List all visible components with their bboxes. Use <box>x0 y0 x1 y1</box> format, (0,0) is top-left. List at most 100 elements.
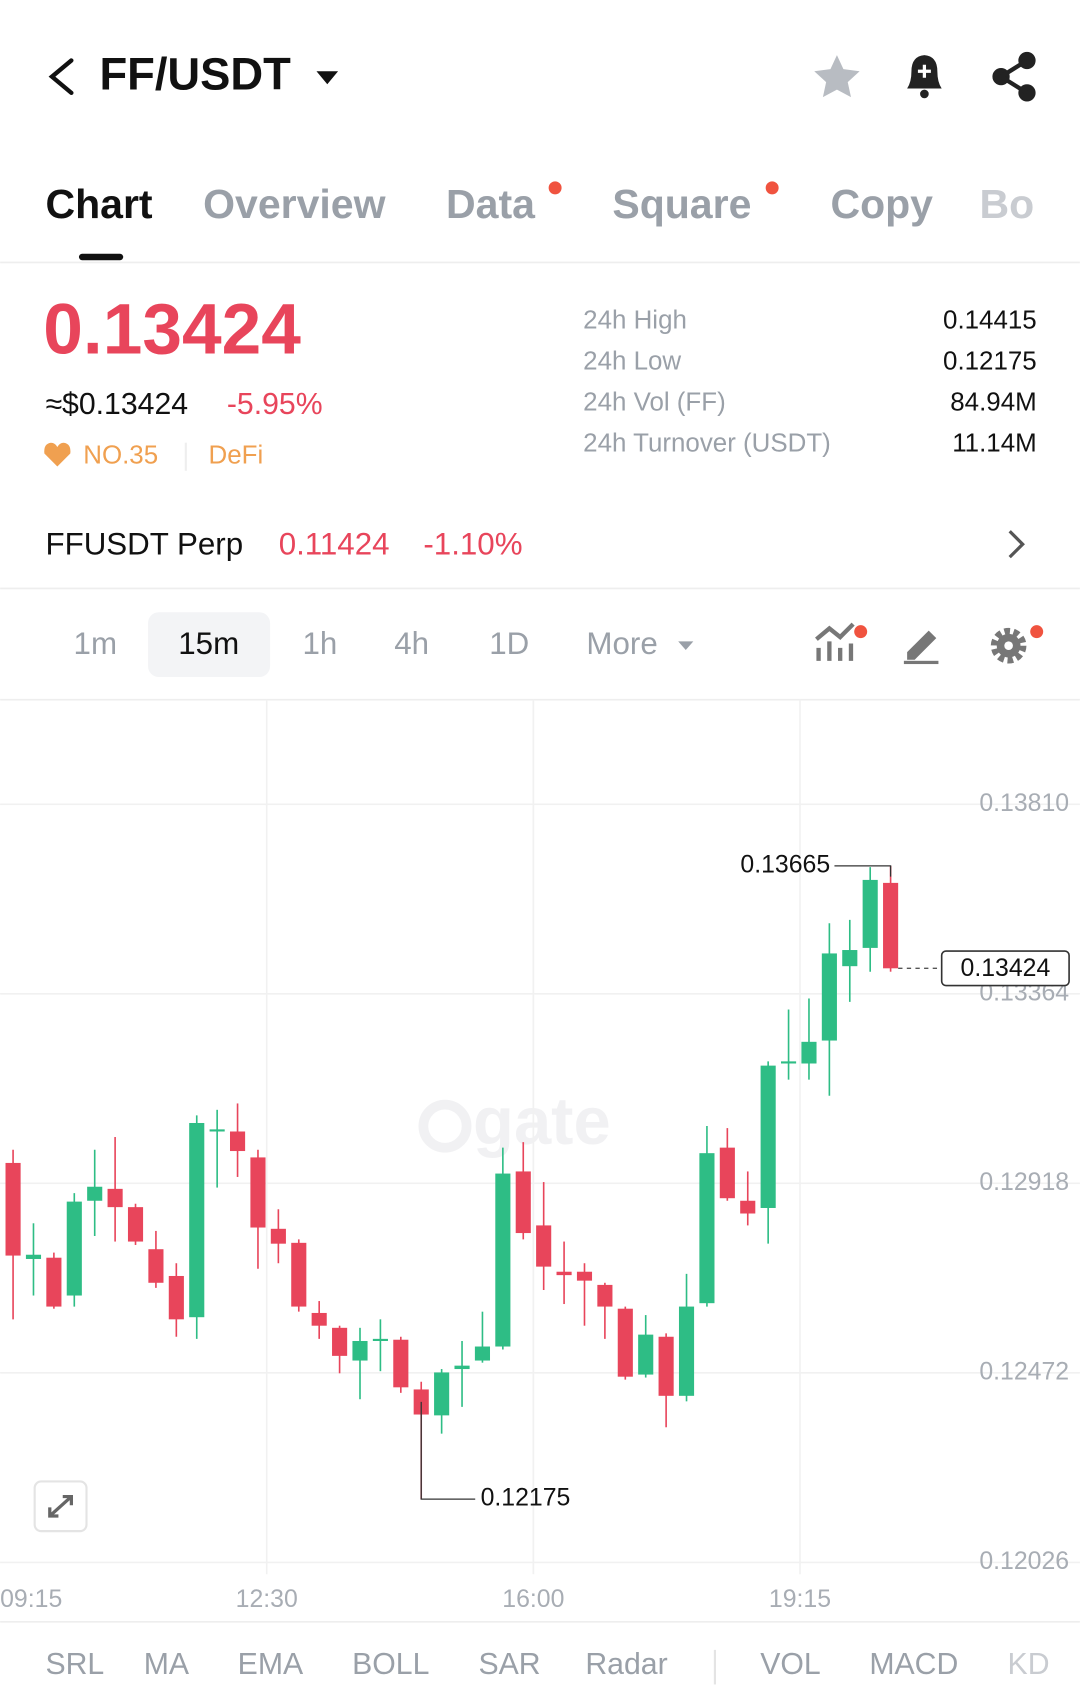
candle-body <box>781 1061 797 1064</box>
candle-body <box>821 953 837 1041</box>
indicator-icon[interactable] <box>815 622 855 661</box>
candlestick-chart: gate 09:15 12:30 16:00 19:15 0.12026 0.12472 0.… <box>0 699 1080 1613</box>
selected-interval-bg <box>148 612 271 678</box>
candle-body <box>842 950 858 967</box>
candle-body <box>678 1306 695 1396</box>
candle-body <box>209 1129 225 1132</box>
candle-body <box>107 1188 123 1208</box>
candle-body <box>332 1327 348 1356</box>
y-tick-label: 0.13810 <box>979 790 1069 817</box>
last-price: 0.13424 <box>43 290 301 370</box>
candle-body <box>311 1312 327 1326</box>
y-tick-label: 0.12918 <box>979 1169 1069 1196</box>
candle-body <box>393 1339 409 1388</box>
high-label: 0.13665 <box>740 851 830 878</box>
indicator-tab[interactable]: SRL <box>45 1648 104 1681</box>
alert-icon[interactable] <box>907 55 942 99</box>
watermark: gate <box>473 1084 611 1159</box>
sector[interactable]: DeFi <box>209 442 264 470</box>
indicator-tab[interactable]: SAR <box>478 1648 540 1681</box>
interval[interactable]: 4h <box>394 626 429 661</box>
candle-body <box>148 1249 164 1283</box>
indicator-tab[interactable]: EMA <box>238 1648 304 1681</box>
favorite-icon[interactable] <box>814 55 860 98</box>
low-label: 0.12175 <box>481 1485 571 1512</box>
candle-body <box>597 1284 613 1307</box>
candle-body <box>474 1346 491 1361</box>
candle-body <box>87 1186 103 1201</box>
rank-icon <box>44 442 71 467</box>
candle-body <box>352 1340 368 1361</box>
tab[interactable]: Chart <box>45 181 152 227</box>
interval[interactable]: 15m <box>178 626 239 661</box>
perp-change[interactable]: -1.10% <box>423 527 522 562</box>
share-icon[interactable] <box>992 51 1036 102</box>
candle-body <box>291 1242 307 1307</box>
candle-body <box>760 1065 776 1208</box>
tab[interactable]: Overview <box>203 181 386 227</box>
y-tick-label: 0.12472 <box>979 1358 1069 1385</box>
interval[interactable]: More <box>586 626 657 661</box>
indicator-tab[interactable]: MA <box>144 1648 190 1681</box>
candle-body <box>127 1207 144 1242</box>
interval[interactable]: 1D <box>489 626 529 661</box>
tab[interactable]: Square <box>612 181 751 227</box>
indicator-tab[interactable]: KD <box>1008 1648 1050 1681</box>
tab-underline <box>78 253 124 261</box>
candle-body <box>515 1171 531 1234</box>
stat-label: 24h Vol (FF) <box>583 389 726 417</box>
watermark-logo <box>418 1099 472 1153</box>
stat-label: 24h Low <box>583 348 681 376</box>
x-tick-label: 12:30 <box>236 1586 298 1613</box>
candle-body <box>66 1201 82 1296</box>
price-change: -5.95% <box>227 388 323 421</box>
interval[interactable]: 1h <box>302 626 337 661</box>
perp-price[interactable]: 0.11424 <box>279 527 390 562</box>
tab[interactable]: Data <box>446 181 536 227</box>
expand-button[interactable] <box>33 1480 88 1533</box>
indicator-tab[interactable]: MACD <box>869 1648 958 1681</box>
candle-body <box>719 1147 735 1199</box>
tab[interactable]: Copy <box>830 181 933 227</box>
candle-body <box>189 1122 205 1318</box>
back-button[interactable] <box>48 58 74 96</box>
notification-dot <box>1030 625 1044 639</box>
pair-caret[interactable] <box>316 71 339 85</box>
y-tick-label: 0.12026 <box>979 1548 1069 1575</box>
perp-name[interactable]: FFUSDT Perp <box>45 527 243 562</box>
tab[interactable]: Bo <box>979 181 1034 227</box>
indicator-tab[interactable]: VOL <box>760 1648 820 1681</box>
candle-body <box>46 1257 62 1307</box>
more-caret[interactable] <box>678 641 694 651</box>
indicator-tab[interactable]: BOLL <box>352 1648 429 1681</box>
candle-body <box>638 1334 654 1375</box>
candle-body <box>801 1041 817 1064</box>
candle-body <box>270 1228 286 1244</box>
settings-icon[interactable] <box>990 627 1027 664</box>
usd-price: ≈$0.13424 <box>45 388 188 421</box>
stat-label: 24h Turnover (USDT) <box>583 430 831 458</box>
candle-body <box>454 1365 470 1370</box>
notification-dot <box>854 625 868 639</box>
x-tick-label: 16:00 <box>502 1586 564 1613</box>
draw-icon[interactable] <box>903 630 939 665</box>
candle-body <box>250 1157 266 1228</box>
candle-body <box>617 1308 633 1377</box>
interval[interactable]: 1m <box>74 626 117 661</box>
candle-body <box>556 1271 572 1276</box>
high-pointer <box>834 865 892 877</box>
last-price-box <box>940 950 1070 987</box>
indicator-tab[interactable]: Radar <box>585 1648 667 1681</box>
stat-value: 0.12175 <box>943 348 1037 376</box>
rank[interactable]: NO.35 <box>83 442 158 470</box>
perp-chevron[interactable] <box>1008 530 1025 559</box>
candle-body <box>229 1131 246 1152</box>
pair-title[interactable]: FF/USDT <box>99 49 291 100</box>
low-pointer <box>420 1401 476 1500</box>
stat-label: 24h High <box>583 307 687 335</box>
candle-body <box>168 1275 184 1320</box>
candle-body <box>495 1173 511 1347</box>
candle-body <box>883 882 899 969</box>
candle-body <box>862 879 878 948</box>
